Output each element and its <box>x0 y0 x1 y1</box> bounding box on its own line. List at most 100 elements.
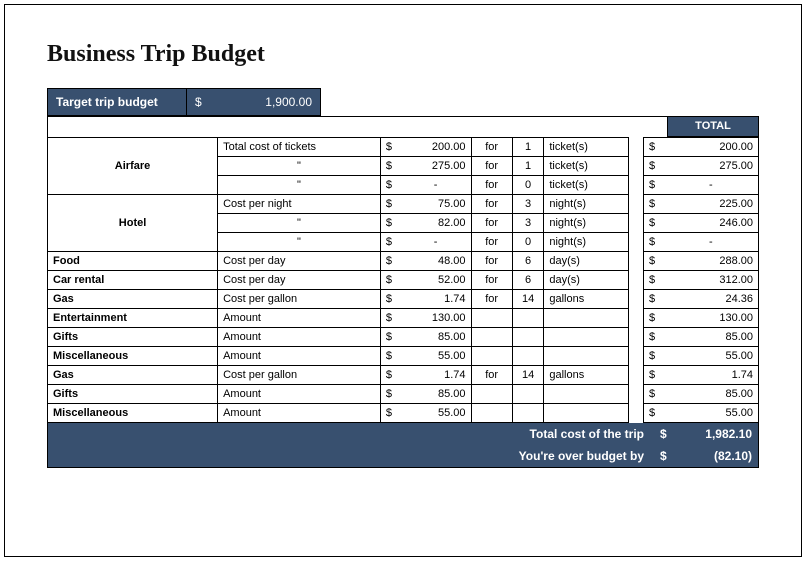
amount-currency-cell: $ <box>380 138 400 157</box>
unit-cell: ticket(s) <box>544 157 629 176</box>
over-budget-value: (82.10) <box>674 449 752 463</box>
gap-cell <box>629 404 644 423</box>
amount-cell: 55.00 <box>401 404 471 423</box>
total-currency-cell: $ <box>643 214 663 233</box>
description-cell: Cost per day <box>218 271 381 290</box>
total-currency-cell: $ <box>643 385 663 404</box>
for-cell <box>471 385 512 404</box>
description-cell: " <box>218 214 381 233</box>
total-cell: 55.00 <box>664 404 759 423</box>
category-cell: Gas <box>48 290 218 309</box>
total-cost-value: 1,982.10 <box>674 427 752 441</box>
quantity-cell <box>512 404 544 423</box>
total-currency-cell: $ <box>643 233 663 252</box>
for-cell: for <box>471 290 512 309</box>
gap-cell <box>629 290 644 309</box>
for-cell <box>471 309 512 328</box>
table-row: GasCost per gallon$1.74for14gallons$24.3… <box>48 290 759 309</box>
target-budget-value: $ 1,900.00 <box>187 88 321 116</box>
amount-currency-cell: $ <box>380 252 400 271</box>
table-row: MiscellaneousAmount$55.00$55.00 <box>48 404 759 423</box>
category-cell: Gifts <box>48 328 218 347</box>
description-cell: " <box>218 157 381 176</box>
unit-cell <box>544 404 629 423</box>
total-cell: 200.00 <box>664 138 759 157</box>
gap-cell <box>629 214 644 233</box>
total-currency-cell: $ <box>643 138 663 157</box>
total-header-row: TOTAL <box>47 116 759 137</box>
description-cell: Amount <box>218 309 381 328</box>
over-budget-label: You're over budget by <box>48 449 654 463</box>
total-cell: 246.00 <box>664 214 759 233</box>
category-cell: Entertainment <box>48 309 218 328</box>
document-page: Business Trip Budget Target trip budget … <box>4 4 802 557</box>
target-budget-label: Target trip budget <box>47 88 187 116</box>
total-cell: 275.00 <box>664 157 759 176</box>
quantity-cell <box>512 347 544 366</box>
for-cell: for <box>471 252 512 271</box>
target-budget-row: Target trip budget $ 1,900.00 <box>47 88 759 116</box>
unit-cell: day(s) <box>544 252 629 271</box>
unit-cell: night(s) <box>544 195 629 214</box>
unit-cell: ticket(s) <box>544 176 629 195</box>
amount-cell: 85.00 <box>401 328 471 347</box>
total-currency-cell: $ <box>643 271 663 290</box>
for-cell: for <box>471 271 512 290</box>
unit-cell: gallons <box>544 290 629 309</box>
total-currency-cell: $ <box>643 328 663 347</box>
amount-currency-cell: $ <box>380 404 400 423</box>
description-cell: Cost per night <box>218 195 381 214</box>
total-column-header: TOTAL <box>667 117 759 137</box>
table-row: GiftsAmount$85.00$85.00 <box>48 328 759 347</box>
table-row: GiftsAmount$85.00$85.00 <box>48 385 759 404</box>
unit-cell <box>544 328 629 347</box>
amount-currency-cell: $ <box>380 271 400 290</box>
unit-cell: night(s) <box>544 214 629 233</box>
table-row: GasCost per gallon$1.74for14gallons$1.74 <box>48 366 759 385</box>
amount-cell: 48.00 <box>401 252 471 271</box>
total-cell: 85.00 <box>664 328 759 347</box>
amount-cell: 52.00 <box>401 271 471 290</box>
quantity-cell: 0 <box>512 233 544 252</box>
total-currency-cell: $ <box>643 195 663 214</box>
gap-cell <box>629 176 644 195</box>
gap-cell <box>629 157 644 176</box>
total-cell: 1.74 <box>664 366 759 385</box>
description-cell: Amount <box>218 385 381 404</box>
amount-cell: 1.74 <box>401 290 471 309</box>
total-cost-label: Total cost of the trip <box>48 427 654 441</box>
table-row: EntertainmentAmount$130.00$130.00 <box>48 309 759 328</box>
gap-cell <box>629 138 644 157</box>
category-cell: Gas <box>48 366 218 385</box>
category-cell: Miscellaneous <box>48 347 218 366</box>
over-budget-currency: $ <box>660 449 674 463</box>
quantity-cell: 1 <box>512 157 544 176</box>
gap-cell <box>629 328 644 347</box>
target-currency: $ <box>195 95 202 109</box>
for-cell <box>471 404 512 423</box>
table-row: MiscellaneousAmount$55.00$55.00 <box>48 347 759 366</box>
unit-cell <box>544 347 629 366</box>
gap-cell <box>629 252 644 271</box>
for-cell <box>471 347 512 366</box>
total-currency-cell: $ <box>643 347 663 366</box>
category-cell: Food <box>48 252 218 271</box>
amount-cell: 75.00 <box>401 195 471 214</box>
amount-cell: - <box>401 233 471 252</box>
for-cell: for <box>471 157 512 176</box>
for-cell: for <box>471 138 512 157</box>
total-currency-cell: $ <box>643 366 663 385</box>
total-cell: 288.00 <box>664 252 759 271</box>
amount-currency-cell: $ <box>380 328 400 347</box>
total-currency-cell: $ <box>643 252 663 271</box>
amount-currency-cell: $ <box>380 233 400 252</box>
description-cell: Amount <box>218 404 381 423</box>
quantity-cell: 14 <box>512 290 544 309</box>
amount-currency-cell: $ <box>380 366 400 385</box>
amount-currency-cell: $ <box>380 195 400 214</box>
total-cost-row: Total cost of the trip $ 1,982.10 <box>48 423 758 445</box>
amount-currency-cell: $ <box>380 290 400 309</box>
amount-cell: - <box>401 176 471 195</box>
amount-cell: 55.00 <box>401 347 471 366</box>
unit-cell: night(s) <box>544 233 629 252</box>
